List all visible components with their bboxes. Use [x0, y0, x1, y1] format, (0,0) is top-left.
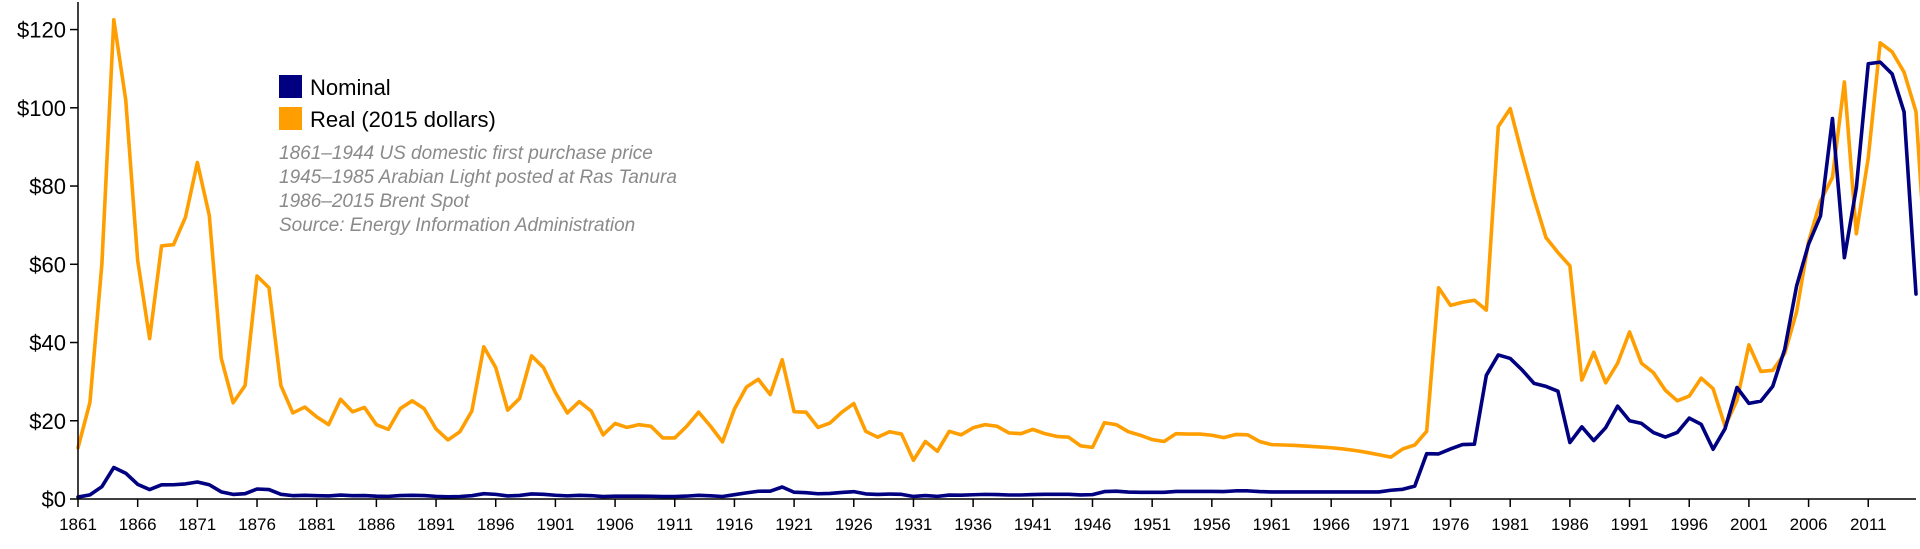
y-tick-label: $100: [17, 96, 66, 121]
note-line-1: 1861–1944 US domestic first purchase pri…: [279, 143, 653, 164]
x-tick-label: 1981: [1491, 515, 1529, 534]
x-tick-label: 1971: [1372, 515, 1410, 534]
x-tick-label: 1936: [954, 515, 992, 534]
legend-label-nominal: Nominal: [310, 75, 391, 100]
legend: Nominal Real (2015 dollars): [279, 75, 496, 132]
y-tick-label: $40: [29, 331, 66, 356]
x-tick-label: 1941: [1014, 515, 1052, 534]
y-tick-label: $120: [17, 18, 66, 43]
x-tick-label: 1896: [477, 515, 515, 534]
x-tick-label: 1961: [1253, 515, 1291, 534]
x-tick-label: 1931: [895, 515, 933, 534]
source-notes: 1861–1944 US domestic first purchase pri…: [279, 143, 677, 236]
series-line-real: [76, 17, 1920, 463]
y-axis-ticks: $0 $20 $40 $60 $80 $100 $120: [17, 18, 78, 512]
x-tick-label: 2011: [1850, 515, 1887, 534]
x-tick-label: 1866: [119, 515, 157, 534]
y-tick-label: $80: [29, 174, 66, 199]
y-tick-label: $0: [42, 487, 66, 512]
x-tick-label: 1956: [1193, 515, 1231, 534]
note-source: Source: Energy Information Administratio…: [279, 215, 635, 236]
x-tick-label: 1986: [1551, 515, 1589, 534]
y-tick-label: $60: [29, 252, 66, 277]
x-tick-label: 1861: [59, 515, 97, 534]
x-tick-label: 1921: [775, 515, 813, 534]
legend-swatch-nominal: [279, 75, 302, 98]
x-tick-label: 1991: [1611, 515, 1649, 534]
x-tick-label: 1891: [417, 515, 455, 534]
x-tick-label: 1871: [178, 515, 216, 534]
legend-label-real: Real (2015 dollars): [310, 107, 496, 132]
x-tick-label: 1976: [1432, 515, 1470, 534]
x-tick-label: 1886: [357, 515, 395, 534]
x-tick-label: 1946: [1074, 515, 1112, 534]
x-axis-ticks: 1861 1866 1871 1876 1881 1886 1891 1896 1901 1906…: [59, 499, 1887, 534]
x-tick-label: 2006: [1790, 515, 1828, 534]
note-line-3: 1986–2015 Brent Spot: [279, 191, 470, 212]
x-tick-label: 1876: [238, 515, 276, 534]
x-tick-label: 1996: [1670, 515, 1708, 534]
y-tick-label: $20: [29, 409, 66, 434]
x-tick-label: 1901: [536, 515, 574, 534]
x-tick-label: 1881: [298, 515, 336, 534]
series-line-nominal: [76, 60, 1918, 499]
note-line-2: 1945–1985 Arabian Light posted at Ras Ta…: [279, 167, 677, 188]
series-layer: [76, 17, 1920, 499]
x-tick-label: 2001: [1730, 515, 1768, 534]
x-tick-label: 1906: [596, 515, 634, 534]
x-tick-label: 1911: [656, 515, 693, 534]
x-tick-label: 1926: [835, 515, 873, 534]
x-tick-label: 1916: [716, 515, 754, 534]
x-tick-label: 1966: [1312, 515, 1350, 534]
x-tick-label: 1951: [1133, 515, 1171, 534]
legend-swatch-real: [279, 107, 302, 130]
